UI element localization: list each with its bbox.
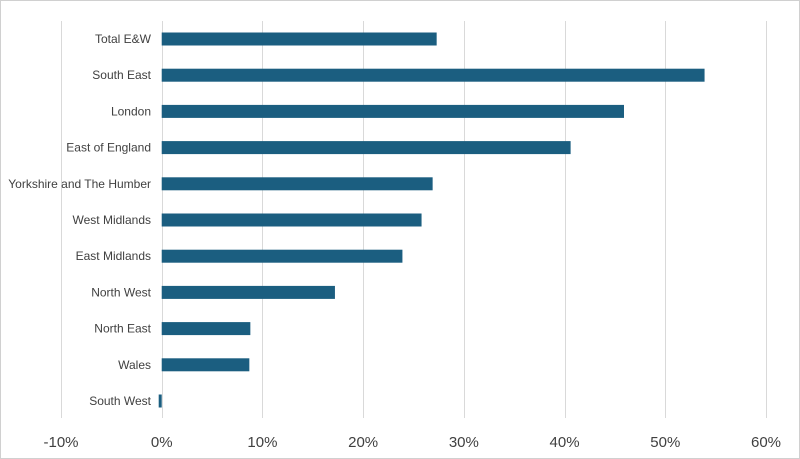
category-label-total-eandw: Total E&W <box>95 32 152 46</box>
bar-east-midlands <box>161 249 403 263</box>
bar-south-east <box>161 68 705 82</box>
bar-north-west <box>161 285 335 299</box>
category-label-yorkshire-and-the-humber: Yorkshire and The Humber <box>8 177 151 191</box>
x-tick-label: 0% <box>151 434 173 451</box>
category-labels: Total E&W South East London East of England… <box>8 32 151 408</box>
x-tick-label: 40% <box>550 434 580 451</box>
x-tick-label: -10% <box>43 434 78 451</box>
bar-wales <box>161 358 250 372</box>
category-label-north-east: North East <box>94 322 151 336</box>
bar-london <box>161 104 624 118</box>
x-tick-label: 20% <box>348 434 378 451</box>
bars <box>158 32 705 408</box>
x-tick-label: 50% <box>650 434 680 451</box>
bar-yorkshire-and-the-humber <box>161 177 433 191</box>
category-label-south-east: South East <box>92 68 151 82</box>
bar-south-west <box>158 394 162 408</box>
bar-west-midlands <box>161 213 422 227</box>
bar-total-eandw <box>161 32 437 46</box>
category-label-east-midlands: East Midlands <box>76 249 151 263</box>
x-tick-labels: -10% 0% 10% 20% 30% 40% 50% 60% <box>43 434 781 451</box>
category-label-south-west: South West <box>89 394 151 408</box>
category-label-east-of-england: East of England <box>66 141 151 155</box>
x-tick-label: 10% <box>247 434 277 451</box>
x-tick-label: 30% <box>449 434 479 451</box>
category-label-west-midlands: West Midlands <box>73 213 151 227</box>
category-label-wales: Wales <box>118 358 151 372</box>
bar-north-east <box>161 322 251 336</box>
category-label-london: London <box>111 104 151 118</box>
x-tick-label: 60% <box>751 434 781 451</box>
bar-east-of-england <box>161 141 571 155</box>
category-label-north-west: North West <box>91 285 151 299</box>
